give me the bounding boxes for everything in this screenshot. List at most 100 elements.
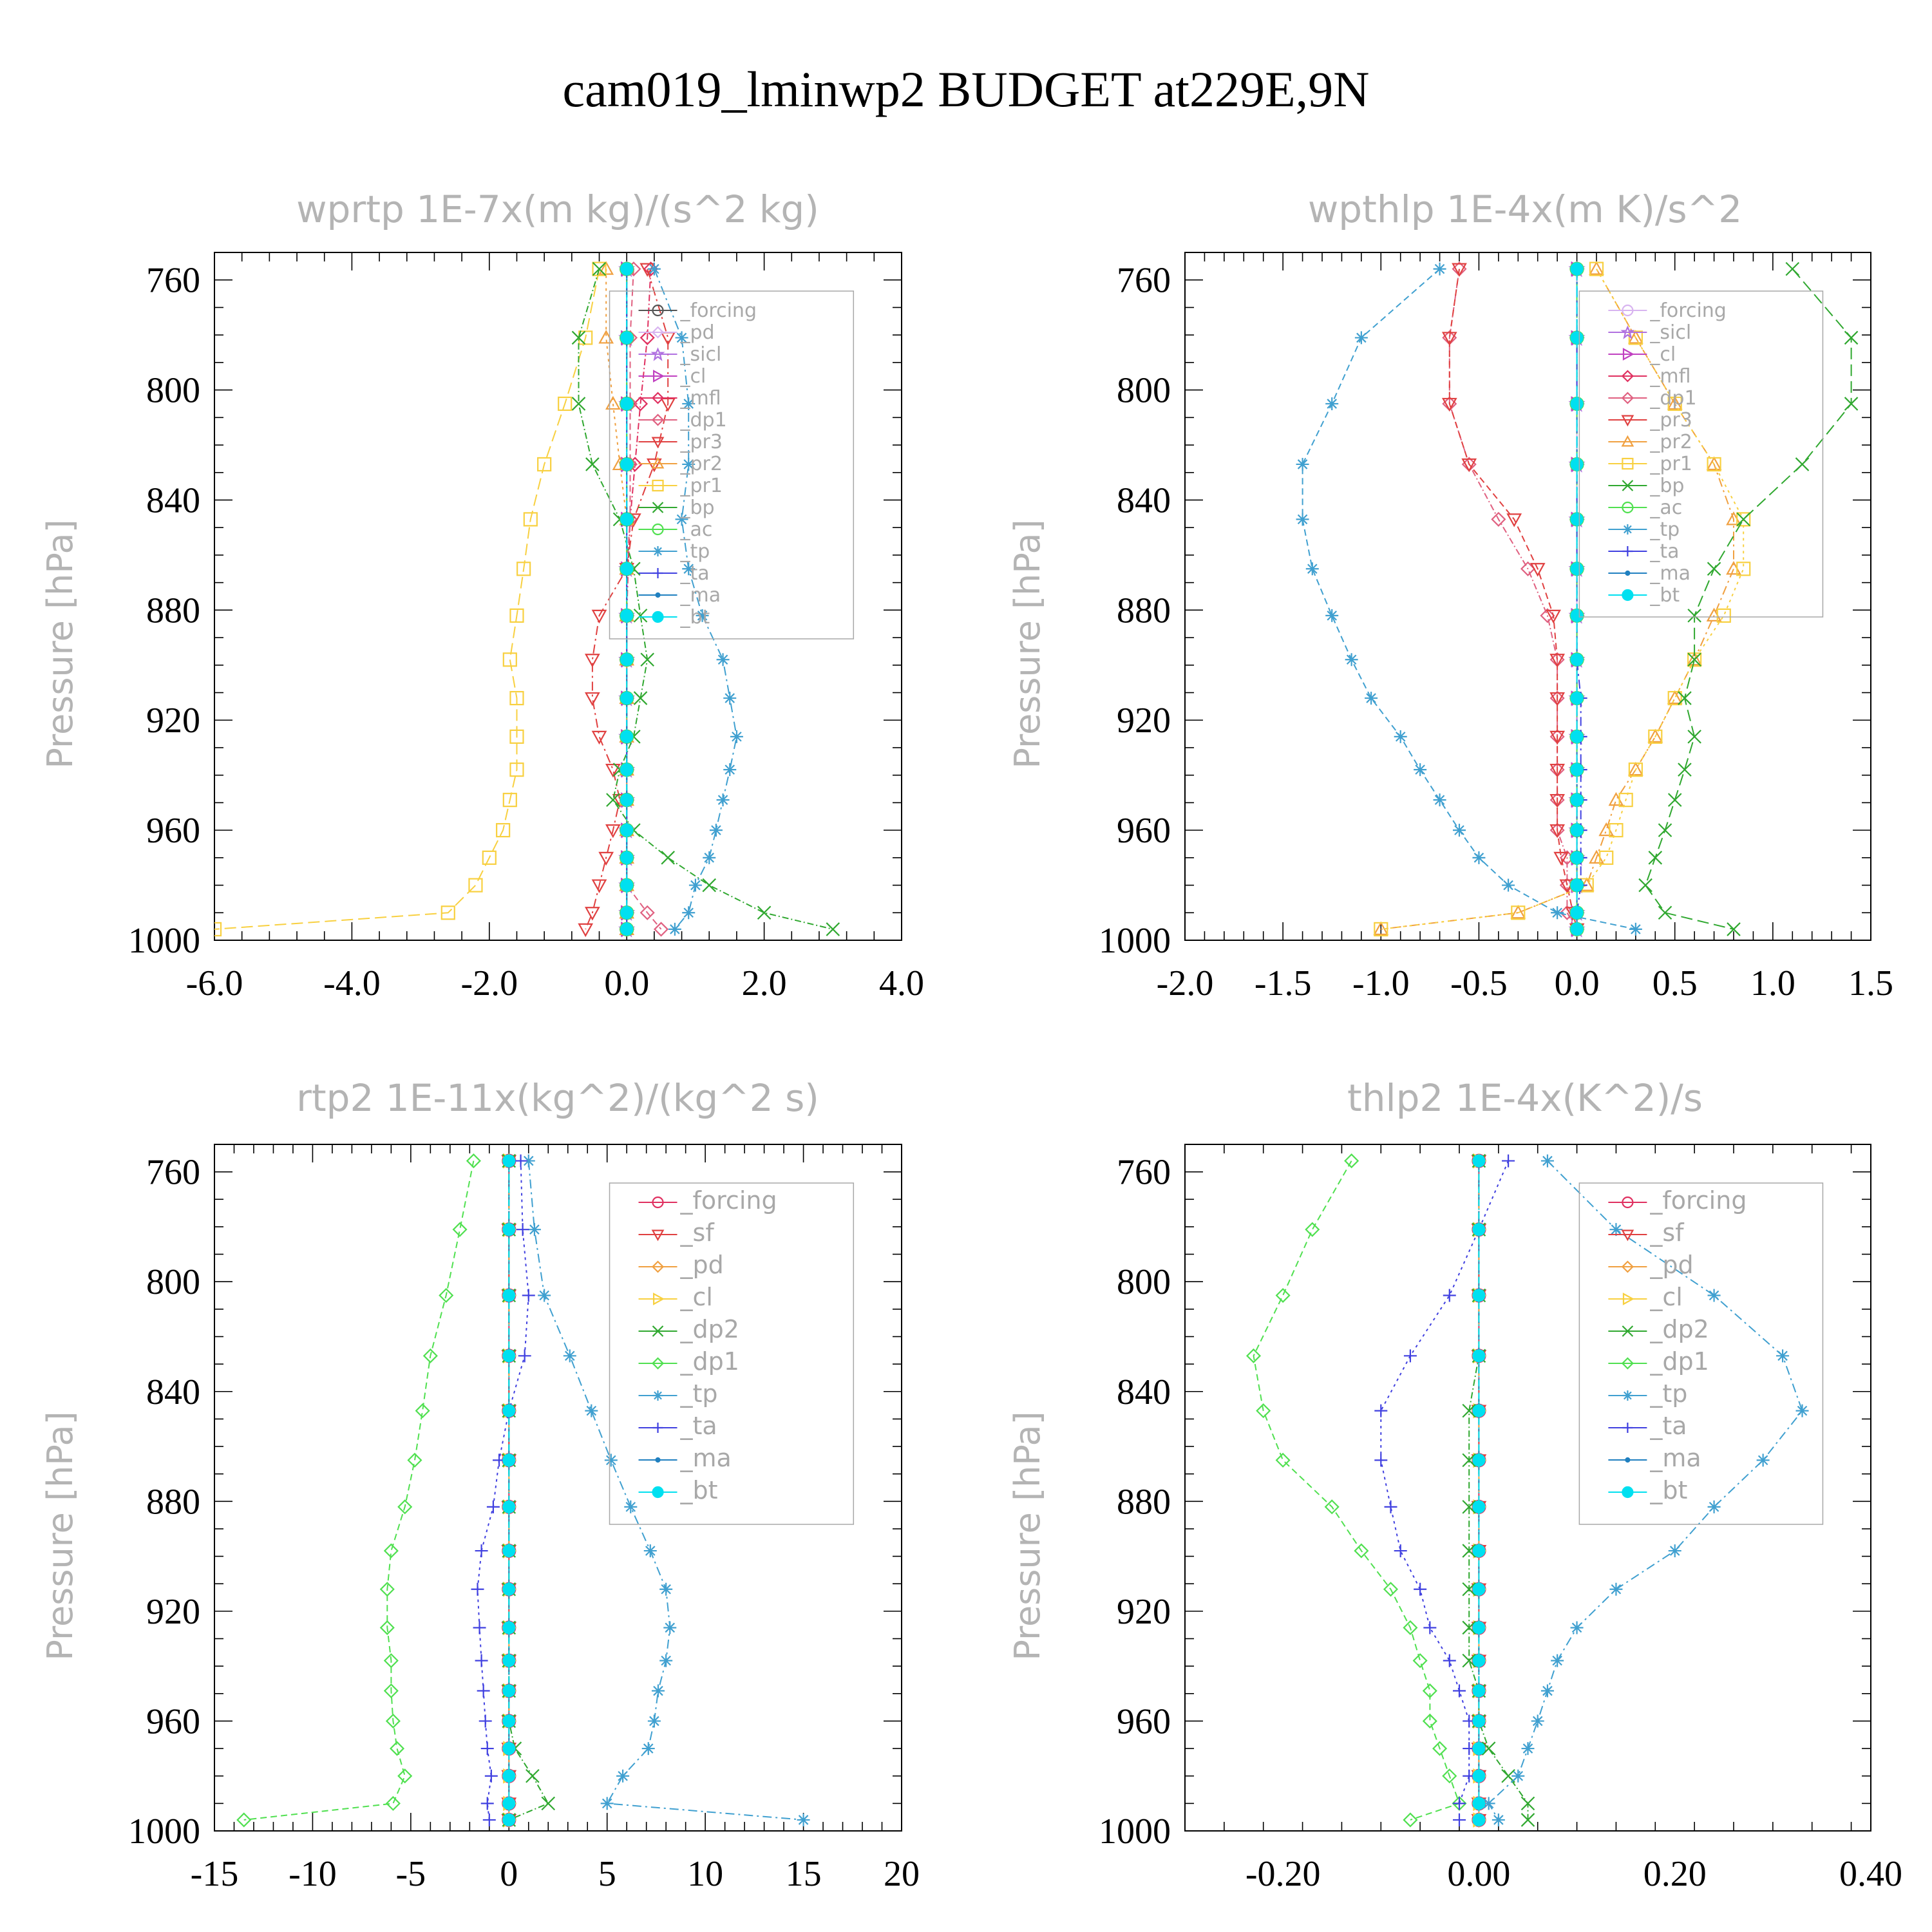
data-point xyxy=(1716,608,1731,623)
data-point xyxy=(1394,730,1407,743)
data-point xyxy=(1462,1453,1476,1468)
data-point xyxy=(522,1289,535,1302)
legend-entry: _ac xyxy=(638,518,712,541)
data-point xyxy=(1422,1683,1437,1699)
data-point xyxy=(598,851,614,866)
data-point xyxy=(1506,513,1522,527)
legend-entry: _bt xyxy=(638,606,710,629)
legend-entry: _ma xyxy=(638,1444,732,1472)
legend-label: _dp2 xyxy=(1649,1315,1709,1343)
data-point xyxy=(1687,730,1701,744)
legend-entry: _ta xyxy=(1608,1412,1687,1440)
x-tick-label: 20 xyxy=(884,1854,920,1894)
data-point xyxy=(1667,690,1682,706)
data-point xyxy=(1422,1713,1437,1728)
data-point xyxy=(563,1349,576,1363)
data-point xyxy=(1647,728,1663,743)
plot-frame xyxy=(214,1144,902,1832)
data-point xyxy=(675,331,688,345)
legend-label: _sf xyxy=(1649,1218,1685,1247)
data-point xyxy=(1667,396,1682,412)
data-point xyxy=(1589,261,1604,275)
data-point xyxy=(647,1714,661,1728)
data-point xyxy=(591,609,607,624)
data-point xyxy=(1472,1797,1486,1810)
data-point xyxy=(1609,1223,1623,1236)
data-point xyxy=(502,1621,516,1634)
data-point xyxy=(1472,1454,1486,1467)
legend-marker xyxy=(652,1486,664,1499)
data-point xyxy=(482,1813,496,1826)
data-point xyxy=(473,1621,486,1634)
legend-label: _tp xyxy=(680,1379,718,1408)
plot-frame xyxy=(1184,252,1871,941)
data-point xyxy=(1546,609,1561,624)
legend-marker xyxy=(652,568,663,578)
data-point xyxy=(1383,1582,1399,1597)
data-point xyxy=(730,730,743,743)
data-point xyxy=(1776,1349,1790,1363)
data-point xyxy=(1275,1452,1291,1468)
data-point xyxy=(1551,1654,1564,1667)
y-tick-label: 1000 xyxy=(128,1812,200,1852)
data-point xyxy=(502,1289,516,1302)
data-point xyxy=(1570,824,1584,837)
legend-label: _mfl xyxy=(680,387,721,410)
x-tick-label: 0.20 xyxy=(1643,1854,1707,1894)
series-line xyxy=(214,269,600,930)
y-tick-label: 840 xyxy=(1117,480,1171,520)
legend-entry: _pd xyxy=(638,321,715,344)
legend-label: _bp xyxy=(680,497,715,519)
data-point xyxy=(1668,1544,1681,1558)
data-point xyxy=(1628,330,1643,345)
legend-label: _pd xyxy=(1649,1251,1693,1279)
legend-marker xyxy=(651,326,665,339)
data-point xyxy=(1570,851,1584,864)
legend-label: _dp1 xyxy=(1649,1347,1709,1376)
data-point xyxy=(1598,822,1615,837)
data-point xyxy=(383,1653,399,1669)
data-point xyxy=(1453,1684,1466,1698)
x-tick-label: 0.40 xyxy=(1839,1854,1902,1894)
data-point xyxy=(1433,793,1446,807)
legend-marker xyxy=(1622,304,1634,317)
data-point xyxy=(643,261,659,277)
y-tick-label: 760 xyxy=(146,1153,200,1193)
x-tick-label: 0.0 xyxy=(604,963,649,1003)
data-point xyxy=(537,457,552,472)
data-point xyxy=(1570,878,1584,892)
legend-box xyxy=(1578,290,1824,618)
data-point xyxy=(236,1812,252,1828)
data-point xyxy=(651,1684,665,1698)
x-tick-label: -2.0 xyxy=(460,963,518,1003)
legend-marker xyxy=(1622,546,1633,556)
legend-label: _pd xyxy=(680,321,715,344)
legend-label: _forcing xyxy=(680,1186,777,1215)
legend-label: _dp2 xyxy=(680,1315,739,1343)
data-point xyxy=(1667,395,1683,410)
data-point xyxy=(502,1500,516,1513)
data-point xyxy=(1344,1153,1359,1169)
legend-marker xyxy=(651,1357,665,1370)
data-point xyxy=(600,1797,614,1810)
legend-label: _bt xyxy=(680,1476,718,1504)
legend-entry: _forcing xyxy=(638,1186,777,1215)
data-point xyxy=(1570,397,1584,411)
data-point xyxy=(1844,330,1859,345)
data-point xyxy=(1472,1714,1486,1728)
data-point xyxy=(1443,1654,1456,1667)
series-line xyxy=(243,1160,475,1821)
data-point xyxy=(452,1222,468,1237)
series-line xyxy=(1380,1160,1510,1820)
data-point xyxy=(1403,1812,1418,1828)
data-point xyxy=(1256,1403,1271,1419)
data-point xyxy=(1648,729,1663,744)
data-point xyxy=(1844,397,1859,411)
legend-entry: _tp xyxy=(1608,1379,1687,1408)
data-point xyxy=(1521,1742,1535,1756)
data-point xyxy=(578,923,594,938)
legend-label: _cl xyxy=(680,1283,713,1311)
series-tp xyxy=(647,262,743,936)
data-point xyxy=(1707,1289,1721,1302)
data-point xyxy=(620,824,634,837)
